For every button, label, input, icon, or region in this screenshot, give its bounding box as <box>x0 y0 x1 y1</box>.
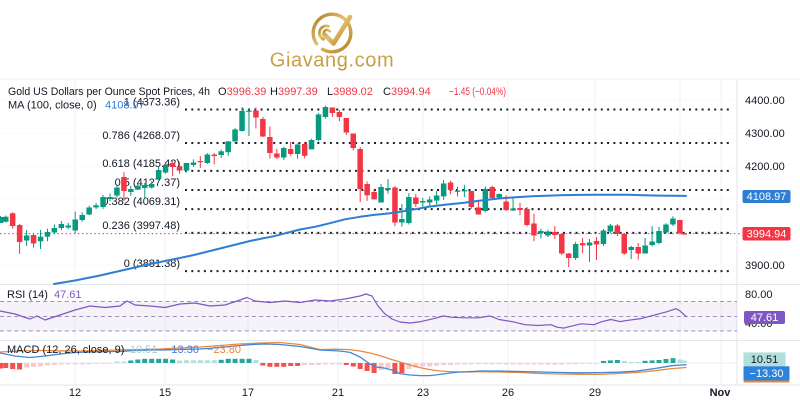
svg-text:−13.30: −13.30 <box>750 368 784 380</box>
svg-text:RSI (14): RSI (14) <box>7 289 48 301</box>
svg-text:10.51: 10.51 <box>751 354 779 366</box>
svg-text:4300.00: 4300.00 <box>745 128 785 140</box>
svg-text:21: 21 <box>332 387 344 399</box>
svg-text:26: 26 <box>502 387 514 399</box>
svg-text:0.382 (4069.31): 0.382 (4069.31) <box>102 196 180 208</box>
svg-text:C3994.94: C3994.94 <box>383 86 431 98</box>
svg-text:23: 23 <box>417 387 429 399</box>
svg-text:47.61: 47.61 <box>751 312 779 324</box>
svg-text:0.236 (3997.48): 0.236 (3997.48) <box>102 220 180 232</box>
svg-text:47.61: 47.61 <box>54 289 82 301</box>
svg-text:4200.00: 4200.00 <box>745 161 785 173</box>
svg-text:17: 17 <box>242 387 254 399</box>
svg-text:−13.30: −13.30 <box>165 344 199 356</box>
svg-text:0.786 (4268.07): 0.786 (4268.07) <box>102 130 180 142</box>
svg-text:1 (4373.36): 1 (4373.36) <box>124 97 180 109</box>
svg-text:4108.97: 4108.97 <box>105 100 145 112</box>
svg-text:29: 29 <box>589 387 601 399</box>
svg-text:4400.00: 4400.00 <box>745 95 785 107</box>
svg-text:Gold US Dollars per Ounce Spot: Gold US Dollars per Ounce Spot Prices, 4… <box>8 86 210 98</box>
svg-text:12: 12 <box>69 387 81 399</box>
svg-text:4108.97: 4108.97 <box>747 191 787 203</box>
svg-text:Giavang.com: Giavang.com <box>270 50 394 72</box>
svg-text:−23.80: −23.80 <box>207 344 241 356</box>
svg-text:MA (100, close, 0): MA (100, close, 0) <box>8 100 97 112</box>
svg-text:L3989.02: L3989.02 <box>327 86 373 98</box>
svg-text:H3997.39: H3997.39 <box>270 86 318 98</box>
svg-text:3900.00: 3900.00 <box>745 260 785 272</box>
svg-text:Nov: Nov <box>710 387 732 399</box>
svg-text:10.51: 10.51 <box>130 344 158 356</box>
svg-text:80.00: 80.00 <box>745 289 773 301</box>
svg-text:15: 15 <box>159 387 171 399</box>
svg-text:3994.94: 3994.94 <box>747 229 787 241</box>
svg-text:O3996.39: O3996.39 <box>218 86 266 98</box>
svg-text:MACD (12, 26, close, 9): MACD (12, 26, close, 9) <box>7 344 124 356</box>
svg-text:−1.45 (−0.04%): −1.45 (−0.04%) <box>449 86 506 98</box>
svg-text:0.618 (4185.42): 0.618 (4185.42) <box>102 158 180 170</box>
